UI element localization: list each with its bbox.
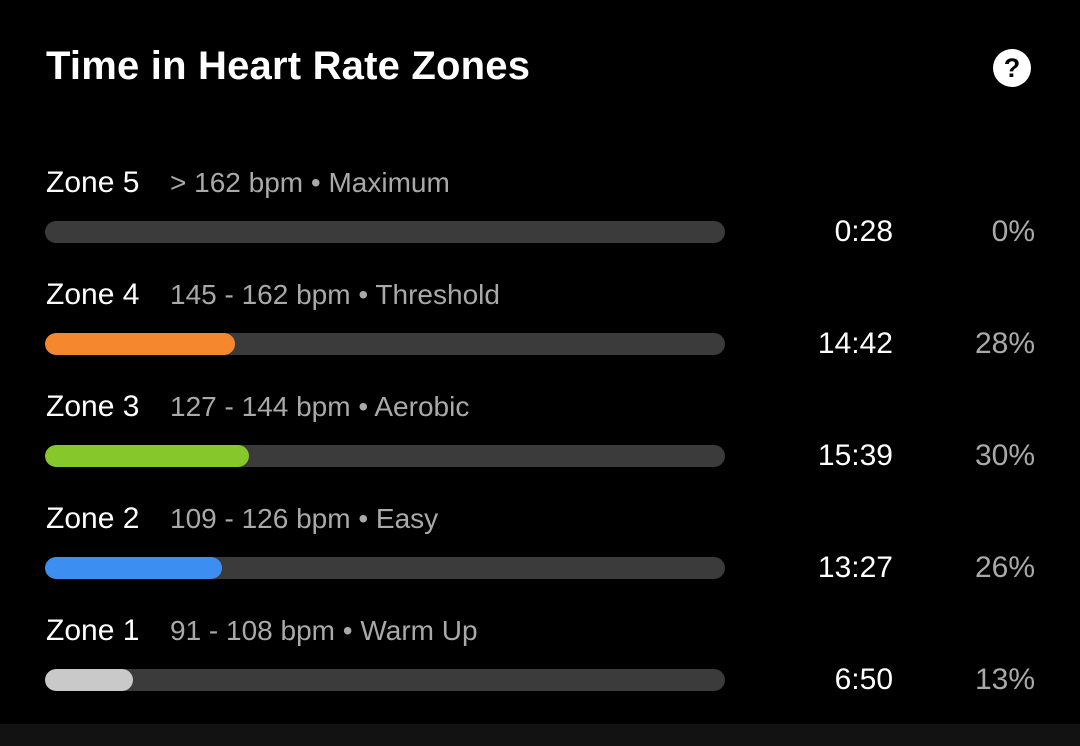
zone-description: 127 - 144 bpm • Aerobic xyxy=(170,391,470,422)
zone-name: Zone 4 xyxy=(46,278,140,311)
zone-time: 15:39 xyxy=(817,439,893,472)
zone-name: Zone 5 xyxy=(46,166,140,199)
zone-percent: 0% xyxy=(991,215,1035,248)
zone-row-3: Zone 3 127 - 144 bpm • Aerobic 15:39 30% xyxy=(0,390,1080,502)
zone-name: Zone 1 xyxy=(46,614,140,647)
zone-bar-fill xyxy=(45,333,235,355)
zone-row-2: Zone 2 109 - 126 bpm • Easy 13:27 26% xyxy=(0,502,1080,614)
zone-percent: 13% xyxy=(974,663,1035,696)
zone-row-1: Zone 1 91 - 108 bpm • Warm Up 6:50 13% xyxy=(0,614,1080,726)
zone-bar-fill xyxy=(45,445,249,467)
help-icon[interactable]: ? xyxy=(993,49,1031,87)
zone-row-4: Zone 4 145 - 162 bpm • Threshold 14:42 2… xyxy=(0,278,1080,390)
zone-bar-track xyxy=(45,669,725,691)
zone-time: 13:27 xyxy=(817,551,893,584)
zone-row-5: Zone 5 > 162 bpm • Maximum 0:28 0% xyxy=(0,166,1080,278)
zone-percent: 28% xyxy=(974,327,1035,360)
zone-time: 14:42 xyxy=(817,327,893,360)
zone-bar-track xyxy=(45,333,725,355)
zone-time: 6:50 xyxy=(834,663,893,696)
zone-percent: 30% xyxy=(974,439,1035,472)
zone-description: 145 - 162 bpm • Threshold xyxy=(170,279,500,310)
zone-bar-fill xyxy=(45,557,222,579)
zone-description: 109 - 126 bpm • Easy xyxy=(170,503,439,534)
zone-name: Zone 3 xyxy=(46,390,140,423)
zone-description: 91 - 108 bpm • Warm Up xyxy=(170,615,478,646)
zone-bar-fill xyxy=(45,669,133,691)
zone-bar-track xyxy=(45,221,725,243)
bottom-strip xyxy=(0,724,1080,746)
heart-rate-zones-card: Time in Heart Rate Zones ? Zone 5 > 162 … xyxy=(0,44,1080,726)
zone-name: Zone 2 xyxy=(46,502,140,535)
page-title: Time in Heart Rate Zones xyxy=(46,44,531,88)
zone-description: > 162 bpm • Maximum xyxy=(170,167,450,198)
zone-percent: 26% xyxy=(974,551,1035,584)
zone-bar-track xyxy=(45,557,725,579)
zone-time: 0:28 xyxy=(834,215,893,248)
zone-bar-track xyxy=(45,445,725,467)
